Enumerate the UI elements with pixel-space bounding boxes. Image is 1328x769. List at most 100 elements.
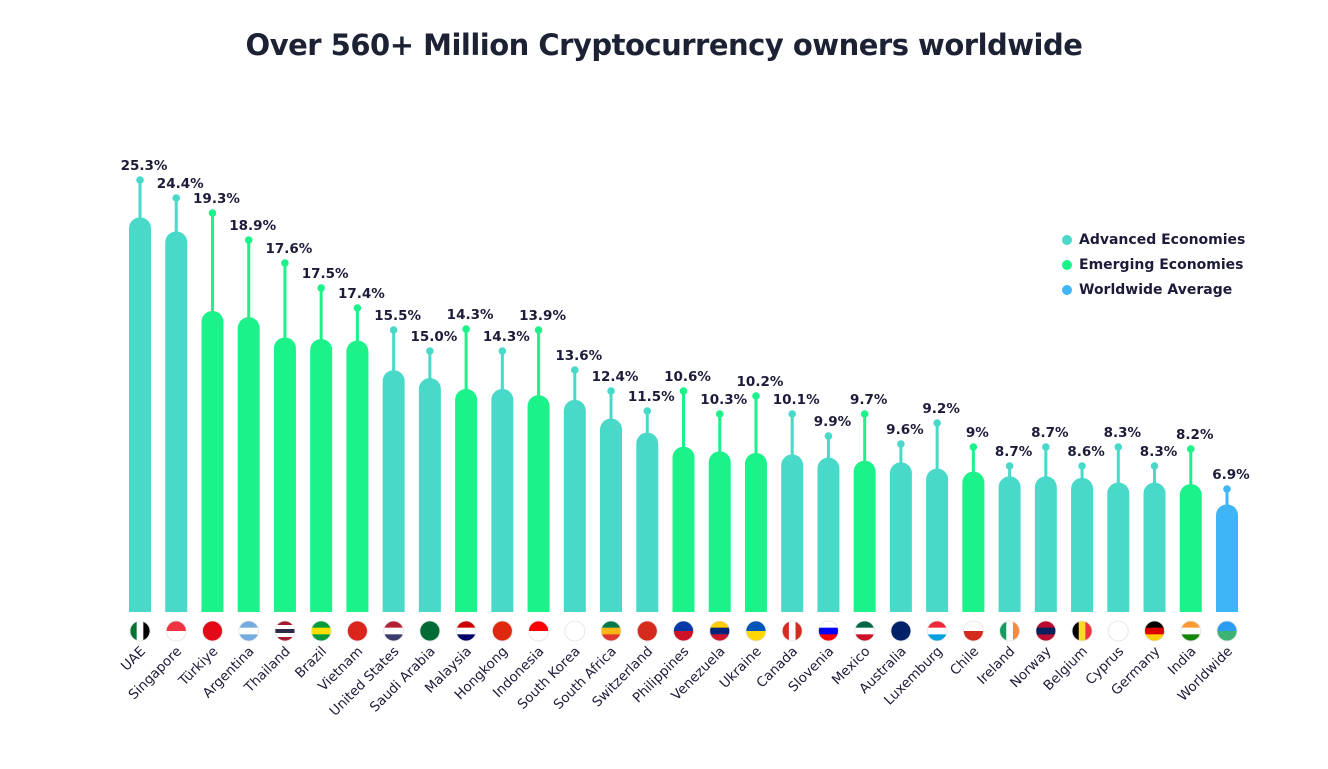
- germany-flag-icon: [1144, 621, 1165, 641]
- bar-south-africa: [600, 418, 623, 612]
- venezuela-flag-icon: [709, 621, 730, 641]
- data-label: 25.3%: [121, 158, 168, 174]
- bar-worldwide: [1216, 504, 1238, 612]
- indonesia-flag-icon: [528, 621, 549, 641]
- legend-label: Advanced Economies: [1079, 231, 1246, 248]
- bar-slovenia: [817, 457, 840, 612]
- flag-outline: [528, 620, 549, 642]
- flag-outline: [926, 620, 948, 642]
- stem-dot-mexico: [860, 410, 869, 418]
- flag-outline: [455, 620, 477, 642]
- data-label: 9.7%: [850, 392, 888, 408]
- south-korea-flag-icon: [564, 621, 585, 641]
- flag-outline: [310, 620, 332, 642]
- turkiye-flag-icon: [202, 621, 223, 641]
- data-label: 8.3%: [1140, 444, 1178, 460]
- data-label: 13.6%: [555, 348, 602, 364]
- stem-dot-norway: [1042, 443, 1050, 451]
- data-label: 9%: [966, 425, 989, 441]
- stem-dot-luxemburg: [933, 419, 941, 427]
- legend-dot-icon: [1062, 284, 1072, 295]
- united-states-flag-icon: [383, 621, 404, 641]
- data-label: 17.6%: [266, 241, 313, 257]
- india-flag-icon: [1180, 621, 1201, 641]
- legend-advanced: Advanced Economies: [1062, 227, 1245, 252]
- stem-dot-indonesia: [534, 326, 543, 334]
- legend-emerging: Emerging Economies: [1062, 252, 1245, 277]
- stem-dot-turkiye: [208, 209, 217, 217]
- stem-dot-cyprus: [1114, 443, 1123, 451]
- canada-flag-icon: [782, 621, 803, 641]
- bar-ukraine: [744, 452, 767, 612]
- bar-thailand: [273, 337, 296, 612]
- stem-dot-slovenia: [824, 432, 833, 440]
- stem-dot-malaysia: [462, 325, 470, 333]
- bar-chile: [962, 471, 985, 612]
- stem-dot-venezuela: [715, 410, 724, 418]
- data-label: 10.3%: [700, 392, 747, 408]
- malaysia-flag-icon: [456, 621, 477, 641]
- flag-outline: [1107, 620, 1129, 642]
- flag-outline: [491, 620, 513, 642]
- chart-title: Over 560+ Million Cryptocurrency owners …: [245, 28, 1083, 62]
- bar-indonesia: [527, 395, 550, 612]
- bar-philippines: [672, 446, 695, 612]
- stem-dot-switzerland: [643, 407, 652, 415]
- bar-united-states: [382, 370, 405, 612]
- data-label: 12.4%: [592, 369, 639, 385]
- stem-dot-singapore: [172, 194, 181, 202]
- cyprus-flag-icon: [1108, 621, 1129, 641]
- flag-outline: [999, 620, 1020, 642]
- bar-venezuela: [708, 451, 731, 612]
- belgium-flag-icon: [1072, 621, 1093, 641]
- data-label: 18.9%: [229, 218, 276, 234]
- flag-outline: [238, 620, 260, 642]
- argentina-flag-icon: [238, 621, 259, 641]
- bar-belgium: [1071, 477, 1094, 612]
- bar-malaysia: [455, 388, 478, 612]
- stem-dot-belgium: [1078, 462, 1086, 470]
- data-label: 17.4%: [338, 286, 385, 302]
- norway-flag-icon: [1035, 621, 1056, 641]
- philippines-flag-icon: [673, 621, 694, 641]
- flag-outline: [129, 620, 151, 642]
- legend-dot-icon: [1062, 259, 1072, 270]
- flag-outline: [564, 620, 586, 642]
- stem-dot-ireland: [1005, 462, 1014, 470]
- flag-outline: [1035, 620, 1057, 642]
- stem-dot-australia: [897, 440, 905, 448]
- data-label: 10.2%: [737, 374, 784, 390]
- data-label: 19.3%: [193, 191, 240, 207]
- ireland-flag-icon: [999, 621, 1020, 641]
- bar-brazil: [310, 339, 333, 612]
- stem-dot-germany: [1150, 462, 1159, 470]
- data-label: 14.3%: [483, 329, 530, 345]
- bar-turkiye: [201, 310, 224, 612]
- bar-germany: [1143, 482, 1166, 612]
- data-label: 9.6%: [886, 422, 924, 438]
- stem-dot-south-korea: [571, 366, 579, 374]
- bar-hongkong: [491, 388, 514, 612]
- bar-india: [1179, 484, 1202, 612]
- flag-outline: [636, 620, 658, 642]
- bar-australia: [889, 462, 912, 612]
- stem-dot-south-africa: [607, 387, 615, 395]
- chile-flag-icon: [963, 621, 984, 641]
- hongkong-flag-icon: [492, 621, 513, 641]
- australia-flag-icon: [890, 621, 911, 641]
- data-label: 15.0%: [410, 329, 457, 345]
- flag-outline: [202, 620, 223, 642]
- stem-dot-canada: [788, 410, 796, 418]
- data-label: 9.9%: [814, 414, 852, 430]
- saudi-arabia-flag-icon: [419, 621, 440, 641]
- category-label: UAE: [118, 644, 149, 675]
- bar-south-korea: [563, 399, 586, 612]
- worldwide-flag-icon: [1217, 621, 1237, 641]
- bar-mexico: [853, 460, 876, 612]
- ukraine-flag-icon: [745, 621, 766, 641]
- bar-singapore: [165, 231, 188, 612]
- bar-canada: [781, 454, 804, 612]
- bar-cyprus: [1107, 482, 1130, 612]
- stem-dot-brazil: [317, 284, 325, 292]
- data-label: 8.7%: [995, 444, 1033, 460]
